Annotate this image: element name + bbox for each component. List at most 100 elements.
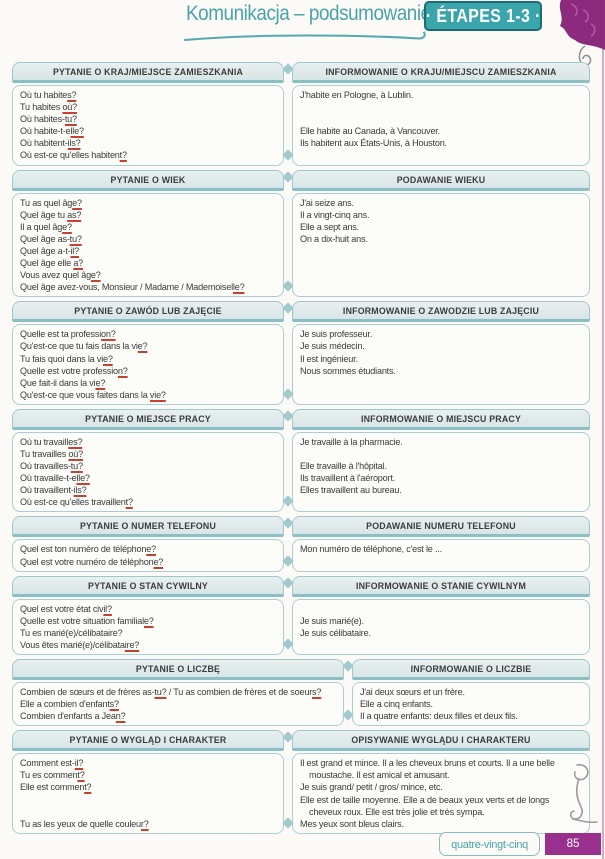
phrase-line: Quel est ton numéro de téléphone? (20, 543, 276, 555)
underlined-ending: e? (62, 221, 72, 232)
underlined-ending: r? (140, 818, 149, 829)
phrase-text: Elle a sept ans. (300, 221, 359, 232)
underlined-ending: e? (72, 197, 82, 208)
phrase-text: Quelle est ta professi (20, 329, 102, 340)
page-title: Komunikacja – podsumowanie (186, 2, 431, 25)
left-column: PYTANIE O STAN CYWILNY Quel est votre éta… (12, 575, 284, 655)
phrase-line: Vous êtes marié(e)/célibataire? (20, 639, 276, 651)
phrase-line (300, 113, 582, 125)
phrase-text: Quel est ton numéro de téléphon (20, 544, 147, 555)
phrase-line: Elle a sept ans. (300, 221, 582, 233)
phrase-line: Je suis professeur. (300, 328, 582, 340)
phrase-text: On a dix-huit ans. (300, 233, 368, 244)
footer-page-word: quatre-vingt-cinq (439, 832, 540, 856)
left-box: Quelle est ta profession? Qu'est-ce que t… (12, 324, 284, 405)
page-header: Komunikacja – podsumowanie · ÉTAPES 1-3 … (0, 0, 605, 79)
section-age: PYTANIE O WIEK Tu as quel âge? Quel âge tu… (12, 169, 590, 298)
phrase-text: Quel âge tu (20, 209, 68, 220)
phrase-line: Vous avez quel âge? (20, 269, 276, 281)
section-number: PYTANIE O LICZBĘ Combien de sœurs et de f… (12, 659, 590, 727)
left-header: PYTANIE O WYGLĄD I CHARAKTER (12, 730, 284, 752)
underlined-ending: vie? (149, 389, 166, 400)
phrase-text: Tu fais quoi dans la vi (20, 353, 104, 364)
phrase-line: Quel âge elle a? (20, 257, 276, 269)
underlined-ending: il? (74, 758, 84, 769)
left-box: Combien de sœurs et de frères as-tu? / T… (12, 682, 344, 727)
section-workplace: PYTANIE O MIEJSCE PRACY Où tu travailles?… (12, 408, 590, 513)
phrase-line: Où habites-tu? (20, 113, 276, 125)
phrase-line: Il a quatre enfants: deux filles et deux… (360, 710, 582, 722)
phrase-line (20, 806, 276, 818)
right-header: INFORMOWANIE O KRAJU/MIEJSCU ZAMIESZKANI… (292, 62, 590, 83)
phrase-text: Tu as les yeux de quelle couleu (20, 818, 141, 829)
phrase-line: Quelle est votre profession? (20, 365, 276, 377)
left-column: PYTANIE O WYGLĄD I CHARAKTER Comment est-… (12, 730, 284, 834)
phrase-text: Nous sommes étudiants. (300, 365, 396, 376)
phrase-line: Où travaillent-ils? (20, 484, 276, 496)
phrase-line: Elles travaillent au bureau. (300, 484, 582, 496)
phrase-text: Je suis médecin. (300, 341, 365, 352)
phrase-line (300, 448, 582, 460)
right-header: INFORMOWANIE O STANIE CYWILNYM (292, 575, 590, 597)
connector (282, 576, 294, 655)
phrase-text: Tu travailles (20, 448, 69, 459)
phrase-line: Quel est votre numéro de téléphone? (20, 556, 276, 568)
phrase-line: Quel âge as-tu? (20, 233, 276, 245)
right-box: J'ai deux sœurs et un frère. Elle a cinq … (352, 682, 590, 727)
page-number-label: 85 (566, 838, 580, 850)
left-column: PYTANIE O NUMER TELEFONU Quel est ton num… (12, 516, 284, 572)
left-header: PYTANIE O LICZBĘ (12, 659, 344, 680)
diamond-connector-icon (282, 302, 294, 314)
underlined-ending: tu? (70, 461, 83, 472)
diamond-connector-icon (342, 709, 354, 721)
left-column: PYTANIE O KRAJ/MIEJSCE ZAMIESZKANIA Où tu… (12, 62, 284, 166)
phrase-text: Mon numéro de téléphone, c'est le ... (300, 544, 442, 555)
phrase-text: Ils travaillent à l'aéroport. (300, 473, 396, 484)
phrase-text: Vous avez quel âg (20, 270, 91, 281)
phrase-line: J'ai deux sœurs et un frère. (360, 686, 582, 698)
phrase-line: Elle travaille à l'hôpital. (300, 460, 582, 472)
right-header: INFORMOWANIE O MIEJSCU PRACY (292, 408, 590, 430)
connector (282, 170, 294, 298)
phrase-line: Je suis célibataire. (300, 627, 582, 639)
underlined-ending: e? (103, 353, 113, 364)
phrase-text: Tu es marié(e)/célibataire? (20, 627, 123, 638)
phrase-text: Que fait-il dans la vi (20, 377, 96, 388)
left-box: Où tu travailles? Tu travailles où? Où tra… (12, 431, 284, 513)
phrase-text: Quel âge elle (20, 258, 74, 269)
phrase-text: Quel est votre numéro de téléphon (20, 556, 154, 567)
phrase-text: Elle est de taille moyenne. Elle a de be… (300, 794, 550, 805)
phrase-line: Il a vingt-cinq ans. (300, 209, 582, 221)
phrase-text: Je suis marié(e). (300, 615, 364, 626)
phrase-line: Où tu travailles? (20, 436, 276, 448)
title-underline (184, 31, 426, 41)
phrase-text: Il a quel âg (20, 221, 63, 232)
phrase-line: Je suis médecin. (300, 340, 582, 352)
phrase-text: Où habite-t-e (20, 126, 71, 137)
right-box: J'habite en Pologne, à Lublin. Elle habi… (292, 85, 590, 166)
left-column: PYTANIE O MIEJSCE PRACY Où tu travailles?… (12, 408, 284, 513)
right-box: Il est grand et mince. Il a les cheveux … (292, 753, 590, 834)
diamond-connector-icon (342, 660, 354, 672)
phrase-line: Quel âge a-t-il? (20, 245, 276, 257)
underlined-ending: où? (68, 448, 83, 459)
right-header: INFORMOWANIE O LICZBIE (352, 659, 590, 680)
underlined-ending: où? (62, 102, 78, 113)
flourish-icon (569, 763, 598, 824)
etapes-badge-label: · ÉTAPES 1-3 · (425, 5, 541, 26)
page-footer: quatre-vingt-cinq 85 (439, 832, 601, 856)
phrase-text: Je suis célibataire. (300, 627, 371, 638)
phrase-line: Quelle est ta profession? (20, 328, 276, 340)
left-header: PYTANIE O STAN CYWILNY (12, 575, 284, 597)
phrase-text: Elle est commen (20, 782, 85, 793)
right-column: PODAWANIE WIEKU J'ai seize ans. Il a vingt… (292, 169, 590, 298)
phrase-text: Elles travaillent au bureau. (300, 485, 402, 496)
underlined-ending: s? (109, 699, 119, 710)
phrase-line: Il est grand et mince. Il a les cheveux … (300, 757, 582, 769)
phrase-text: Comment est- (20, 758, 75, 769)
underlined-ending: on? (101, 329, 116, 340)
underlined-ending: t? (84, 782, 92, 793)
phrase-text: Mes yeux sont bleus clairs. (300, 818, 404, 829)
right-column: OPISYWANIE WYGLĄDU I CHARAKTERU Il est gr… (292, 730, 590, 834)
phrase-line: Il est ingénieur. (300, 353, 582, 365)
